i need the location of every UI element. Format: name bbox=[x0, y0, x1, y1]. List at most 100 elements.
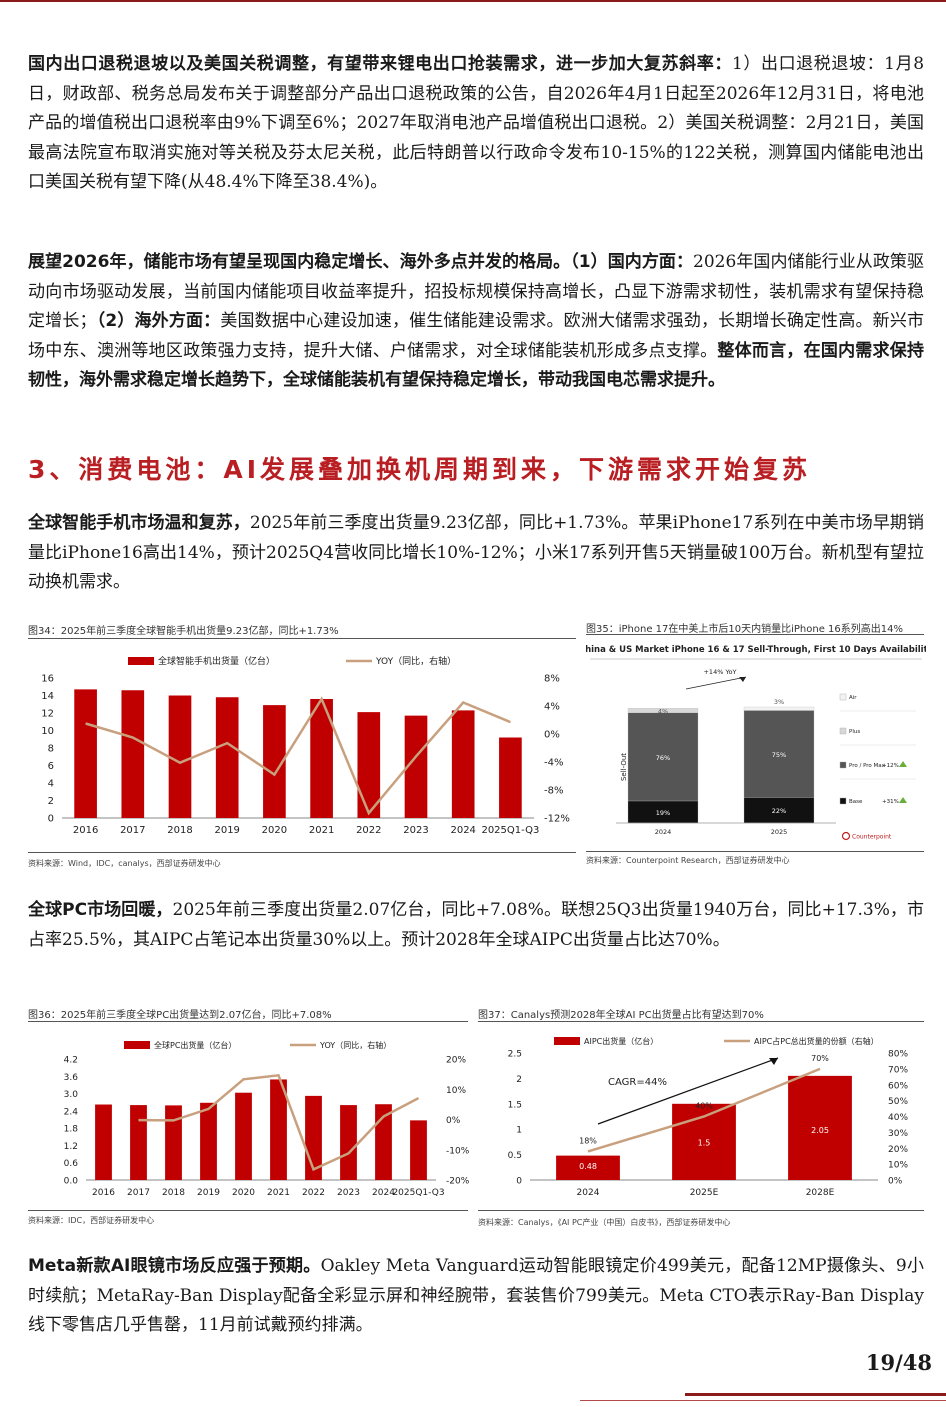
paragraph-lead: 国内出口退税退坡以及美国关税调整，有望带来锂电出口抢装需求，进一步加大复苏斜率： bbox=[28, 54, 732, 74]
bar bbox=[130, 1105, 147, 1180]
stacked-bar-segment bbox=[743, 710, 815, 798]
y-tick-label: 0.5 bbox=[508, 1151, 522, 1161]
y2-tick-label: 40% bbox=[888, 1113, 908, 1123]
figure-35-chart: China & US Market iPhone 16 & 17 Sell-Th… bbox=[586, 645, 926, 841]
figure-37-source: 资料来源：Canalys，《AI PC产业（中国）白皮书》，西部证券研发中心 bbox=[478, 1218, 731, 1227]
y2-tick-label: 0% bbox=[544, 730, 560, 741]
cagr-arrow bbox=[597, 1057, 779, 1125]
y-tick-label: 14 bbox=[41, 691, 54, 702]
figure-37-title: 图37：Canalys预测2028年全球AI PC出货量占比有望达到70% bbox=[478, 1010, 764, 1021]
figure-37-chart: 0 0.5 1 1.5 2 2.5 0% 10% 20% 30% 40% 50% 60% 70% 80% 20… bbox=[508, 1036, 909, 1198]
y2-tick-label: -10% bbox=[446, 1146, 470, 1156]
y2-tick-label: 4% bbox=[544, 702, 560, 713]
paragraph-lead: Meta新款AI眼镜市场反应强于预期。 bbox=[28, 1256, 321, 1276]
legend-bar-label: 全球智能手机出货量（亿台） bbox=[158, 655, 275, 667]
paragraph-smartphone: 全球智能手机市场温和复苏，2025年前三季度出货量9.23亿部，同比+1.73%… bbox=[28, 509, 924, 598]
y2-tick-label: 60% bbox=[888, 1081, 908, 1091]
bar bbox=[95, 1104, 112, 1180]
paragraph-text: 2025年前三季度出货量2.07亿台，同比+7.08%。联想25Q3出货量194… bbox=[28, 900, 924, 950]
y2-tick-label: 20% bbox=[888, 1145, 908, 1155]
figure-35-rule bbox=[586, 634, 924, 635]
y2-tick-label: 70% bbox=[888, 1065, 908, 1075]
legend-line-label: AIPC占PC总出货量的份额（右轴） bbox=[754, 1036, 879, 1046]
counterpoint-logo-icon bbox=[841, 831, 851, 841]
paragraph-text: 2026年国内储能行业从政策驱动向市场驱动发展，当前国内储能项目收益率提升，招投… bbox=[28, 252, 924, 331]
cagr-annotation: CAGR=44% bbox=[608, 1077, 667, 1088]
y-tick-label: 2 bbox=[48, 796, 54, 807]
legend-label: Base bbox=[849, 799, 863, 805]
x-tick-label: 2019 bbox=[214, 825, 239, 836]
y-tick-label: 0 bbox=[48, 814, 54, 825]
figure-34-rule bbox=[28, 638, 576, 639]
bar bbox=[340, 1105, 357, 1180]
bar bbox=[499, 737, 522, 818]
x-tick-label: 2016 bbox=[73, 825, 98, 836]
y-tick-label: 0.6 bbox=[64, 1159, 79, 1169]
yoy-line bbox=[85, 696, 511, 816]
x-tick-label: 2018 bbox=[167, 825, 192, 836]
x-tick-label: 2025E bbox=[690, 1188, 719, 1198]
paragraph-lead: 展望2026年，储能市场有望呈现国内稳定增长、海外多点并发的格局。（1）国内方面… bbox=[28, 252, 694, 272]
bar bbox=[451, 710, 475, 818]
x-tick-label: 2022 bbox=[356, 825, 381, 836]
legend-label: Plus bbox=[849, 729, 860, 735]
footer-rule-thin bbox=[580, 1400, 946, 1401]
y-tick-label: 10 bbox=[41, 726, 54, 737]
x-tick-label: 2021 bbox=[267, 1188, 290, 1198]
y-tick-label: 4 bbox=[48, 779, 54, 790]
figure-36-rule bbox=[28, 1021, 468, 1022]
paragraph-text: 2025年前三季度出货量9.23亿部，同比+1.73%。苹果iPhone17系列… bbox=[28, 513, 924, 592]
figure-37-rule bbox=[478, 1021, 924, 1022]
legend-swatch bbox=[839, 797, 847, 805]
yoy-arrow bbox=[685, 676, 747, 690]
bar bbox=[168, 695, 192, 818]
y2-tick-label: 0% bbox=[888, 1177, 903, 1187]
bar bbox=[74, 689, 97, 818]
paragraph-lead: 全球智能手机市场温和复苏， bbox=[28, 513, 250, 533]
legend-line-label: YOY（同比，右轴） bbox=[319, 1040, 391, 1050]
y-tick-label: 8 bbox=[48, 744, 54, 755]
paragraph-text: 1）出口退税退坡：1月8日，财政部、税务总局发布关于调整部分产品出口退税政策的公… bbox=[28, 54, 925, 192]
y-tick-label: 1.2 bbox=[64, 1142, 78, 1152]
y2-tick-label: -8% bbox=[544, 786, 563, 797]
bar bbox=[410, 1120, 427, 1180]
segment-data-label: 22% bbox=[772, 807, 786, 815]
x-tick-label: 2016 bbox=[92, 1188, 115, 1198]
stacked-bar-segment bbox=[743, 797, 815, 824]
x-tick-label: 2021 bbox=[309, 825, 334, 836]
y-tick-label: 1.5 bbox=[508, 1100, 522, 1110]
paragraph-lead-2: （2）海外方面： bbox=[96, 311, 221, 331]
paragraph-tail: 整体而言，在国内需求保持韧性，海外需求稳定增长趋势下，全球储能装机有望保持稳定增… bbox=[28, 340, 925, 391]
y-tick-label: 2.5 bbox=[508, 1050, 522, 1060]
bar bbox=[215, 697, 239, 818]
legend-growth-label: +12% bbox=[882, 763, 899, 769]
stacked-bar-segment bbox=[743, 706, 815, 711]
x-tick-label: 2017 bbox=[127, 1188, 150, 1198]
y2-tick-label: 80% bbox=[888, 1050, 908, 1060]
line-data-label: 70% bbox=[811, 1054, 829, 1063]
legend-line-label: YOY（同比，右轴） bbox=[375, 655, 456, 667]
paragraph-text-2: 美国数据中心建设加速，催生储能建设需求。欧洲大储需求强劲，长期增长确定性高。新兴… bbox=[28, 311, 924, 361]
growth-up-icon bbox=[899, 797, 907, 803]
x-tick-label: 2028E bbox=[806, 1188, 835, 1198]
line-data-label: 18% bbox=[579, 1136, 597, 1145]
y-tick-label: 16 bbox=[41, 674, 54, 685]
bar bbox=[263, 705, 286, 818]
x-tick-label: 2023 bbox=[337, 1188, 360, 1198]
figure-35-source: 资料来源：Counterpoint Research，西部证券研发中心 bbox=[586, 856, 790, 865]
footer-rule bbox=[685, 1393, 946, 1396]
y-tick-label: 0.0 bbox=[64, 1177, 79, 1187]
x-tick-label: 2025Q1-Q3 bbox=[392, 1188, 444, 1198]
growth-up-icon bbox=[899, 761, 907, 767]
figure-36-rule-bottom bbox=[28, 1210, 468, 1211]
y-tick-label: 1 bbox=[516, 1126, 522, 1136]
segment-data-label: 19% bbox=[656, 809, 670, 817]
bar-data-label: 1.5 bbox=[698, 1139, 711, 1148]
figure-34-rule-bottom bbox=[28, 852, 576, 853]
y-tick-label: 0 bbox=[516, 1177, 522, 1187]
bar bbox=[235, 1092, 252, 1180]
yoy-annotation: +14% YoY bbox=[703, 668, 736, 676]
figure-36-source: 资料来源：IDC，西部证券研发中心 bbox=[28, 1216, 155, 1225]
paragraph-lead: 全球PC市场回暖， bbox=[28, 900, 173, 920]
y-tick-label: 3.0 bbox=[64, 1090, 79, 1100]
